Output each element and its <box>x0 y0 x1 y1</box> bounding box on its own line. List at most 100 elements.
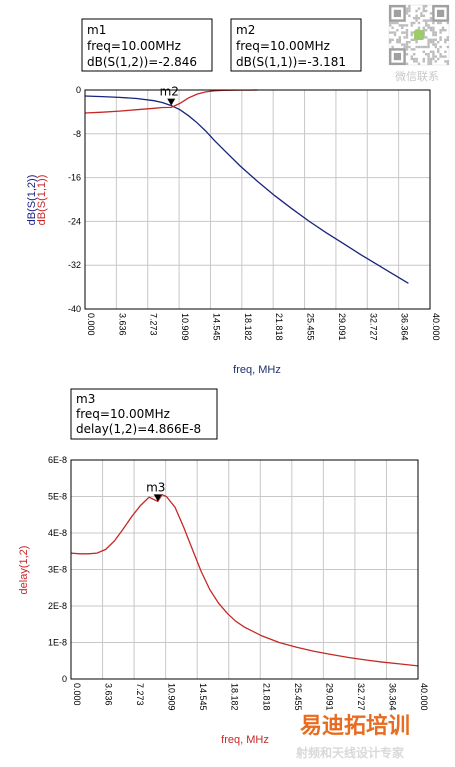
qr-cell <box>422 7 425 10</box>
qr-cell <box>389 21 392 25</box>
qr-cell <box>417 26 421 29</box>
bot-y-tick-label: 4E-8 <box>48 528 67 538</box>
qr-cell <box>401 31 404 34</box>
qr-cell <box>439 29 442 32</box>
qr-cell <box>425 19 428 22</box>
bot-x-tick-label: 18.182 <box>230 683 240 711</box>
qr-code-image <box>388 4 450 66</box>
qr-cell <box>425 45 428 49</box>
qr-cell <box>425 9 428 13</box>
qr-cell <box>422 14 425 17</box>
qr-cell <box>439 36 442 39</box>
qr-cell <box>422 26 425 29</box>
qr-cell <box>439 53 442 56</box>
top-y-tick-label: -40 <box>68 304 81 314</box>
bot-x-tick-label: 29.091 <box>324 683 334 711</box>
qr-cell <box>391 26 394 29</box>
qr-cell <box>415 17 418 20</box>
qr-finder <box>389 4 406 22</box>
qr-cell <box>422 45 425 49</box>
marker-m1-line-2: freq=10.00MHz <box>87 39 181 53</box>
qr-cell <box>413 38 416 41</box>
top-x-tick-label: 36.364 <box>400 313 410 341</box>
qr-cell <box>429 62 433 65</box>
qr-cell <box>393 33 397 37</box>
qr-cell <box>408 7 411 10</box>
qr-cell <box>439 38 442 41</box>
top-x-tick-label: 32.727 <box>368 313 378 341</box>
bot-x-tick-label: 21.818 <box>261 683 271 711</box>
top-x-tick-label: 10.909 <box>180 313 190 341</box>
qr-cell <box>437 21 440 25</box>
qr-cell <box>410 48 413 51</box>
qr-cell <box>427 26 430 29</box>
qr-cell <box>427 53 430 56</box>
qr-cell <box>422 9 425 13</box>
top-x-tick-label: 18.182 <box>243 313 253 341</box>
qr-cell <box>422 50 425 53</box>
qr-cell <box>396 41 399 44</box>
qr-cell <box>389 31 392 34</box>
bot-series-line-1 <box>70 493 419 667</box>
bot-marker-triangle-m3 <box>153 494 162 502</box>
marker-box-m1: m1 freq=10.00MHz dB(S(1,2))=-2.846 <box>81 18 213 72</box>
qr-finder-core <box>437 9 445 17</box>
qr-caption: 微信联系 <box>395 69 439 83</box>
qr-cell <box>444 60 447 63</box>
qr-cell <box>410 57 413 61</box>
top-y-tick-label: -8 <box>73 129 81 139</box>
qr-cell <box>429 50 433 53</box>
qr-cell <box>403 43 406 46</box>
qr-cell <box>432 55 435 58</box>
qr-center-logo <box>414 30 424 40</box>
qr-cell <box>439 45 442 49</box>
qr-cell <box>415 14 418 17</box>
qr-cell <box>432 43 435 46</box>
qr-cell <box>401 43 404 46</box>
qr-cell <box>427 19 430 22</box>
ylabel-s12: dB(S(1,2)) <box>26 175 38 226</box>
qr-cell <box>410 38 413 41</box>
qr-cell <box>396 21 399 25</box>
qr-cell <box>417 62 421 65</box>
qr-cell <box>432 38 435 41</box>
top-x-tick-label: 40.000 <box>431 313 441 341</box>
qr-cell <box>432 50 435 53</box>
qr-cell <box>413 57 416 61</box>
qr-cell <box>425 53 428 56</box>
qr-cell <box>429 41 433 44</box>
qr-cell <box>405 43 409 46</box>
bot-x-tick-label: 14.545 <box>198 683 208 711</box>
qr-cell <box>427 41 430 44</box>
bot-marker-label-m3: m3 <box>146 480 165 494</box>
qr-cell <box>429 26 433 29</box>
marker-m1-line-1: m1 <box>87 23 106 37</box>
marker-box-m2: m2 freq=10.00MHz dB(S(1,1))=-3.181 <box>230 18 362 72</box>
qr-cell <box>427 62 430 65</box>
qr-cell <box>405 33 409 37</box>
qr-cell <box>393 21 397 25</box>
qr-cell <box>415 57 418 61</box>
qr-cell <box>420 12 423 15</box>
bot-x-tick-label: 40.000 <box>419 683 429 711</box>
qr-cell <box>422 19 425 22</box>
qr-cell <box>405 45 409 49</box>
top-y-tick-label: -32 <box>68 260 81 270</box>
qr-cell <box>434 33 437 37</box>
qr-cell <box>405 12 409 15</box>
qr-cell <box>403 24 406 27</box>
qr-cell <box>446 21 449 25</box>
bottom-grid <box>71 460 418 679</box>
qr-cell <box>434 38 437 41</box>
qr-cell <box>408 9 411 13</box>
qr-cell <box>405 53 409 56</box>
marker-m2-line-2: freq=10.00MHz <box>236 39 330 53</box>
qr-cell <box>439 55 442 58</box>
top-y-tick-label: 0 <box>76 85 81 95</box>
qr-cell <box>417 21 421 25</box>
top-x-axis-title: freq, MHz <box>233 364 281 376</box>
qr-code-watermark: 微信联系 <box>388 4 450 83</box>
qr-cell <box>410 55 413 58</box>
qr-cell <box>441 26 445 29</box>
qr-finder <box>432 4 449 22</box>
